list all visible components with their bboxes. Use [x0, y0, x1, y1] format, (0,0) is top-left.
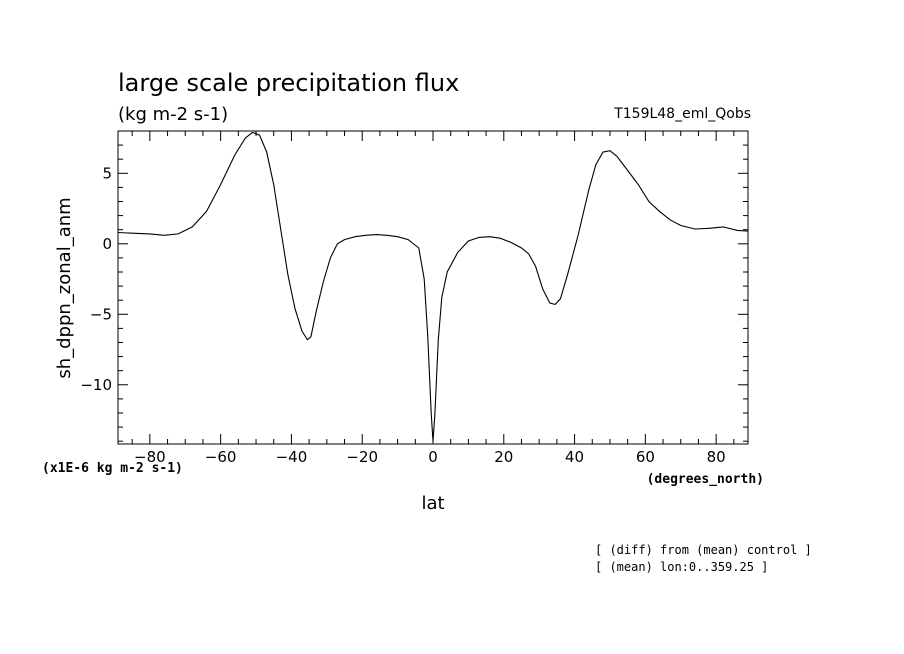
- x-tick-label: 0: [428, 448, 438, 466]
- series-line: [117, 131, 749, 442]
- y-tick-label: −10: [80, 376, 112, 394]
- note-diff: [ (diff) from (mean) control ]: [595, 543, 812, 557]
- y-tick-label: 5: [102, 164, 112, 182]
- chart-subtitle: (kg m-2 s-1): [118, 104, 228, 125]
- x-tick-label: −40: [276, 448, 308, 466]
- run-label: T159L48_eml_Qobs: [613, 106, 751, 122]
- y-tick-label: 0: [102, 235, 112, 253]
- x-tick-label: 60: [636, 448, 655, 466]
- x-tick-label: 20: [494, 448, 513, 466]
- x-tick-label: −80: [134, 448, 166, 466]
- y-axis-tick-labels: 5 0 −5 −10: [80, 164, 112, 393]
- x-tick-label: −20: [346, 448, 378, 466]
- y-axis-label: sh_dppn_zonal_anm: [54, 197, 75, 378]
- x-tick-label: 80: [707, 448, 726, 466]
- x-tick-label: 40: [565, 448, 584, 466]
- y-tick-label: −5: [90, 305, 112, 323]
- x-axis-tick-labels: −80 −60 −40 −20 0 20 40 60 80: [134, 448, 726, 466]
- x-axis-ticks: [131, 131, 735, 444]
- y-units-label: (x1E-6 kg m-2 s-1): [42, 461, 183, 476]
- x-units-label: (degrees_north): [647, 472, 764, 487]
- plot-frame: [117, 130, 749, 445]
- chart-title: large scale precipitation flux: [118, 69, 459, 97]
- x-tick-label: −60: [205, 448, 237, 466]
- note-mean: [ (mean) lon:0..359.25 ]: [595, 560, 768, 574]
- x-axis-label: lat: [421, 493, 444, 514]
- y-axis-ticks: [118, 144, 748, 442]
